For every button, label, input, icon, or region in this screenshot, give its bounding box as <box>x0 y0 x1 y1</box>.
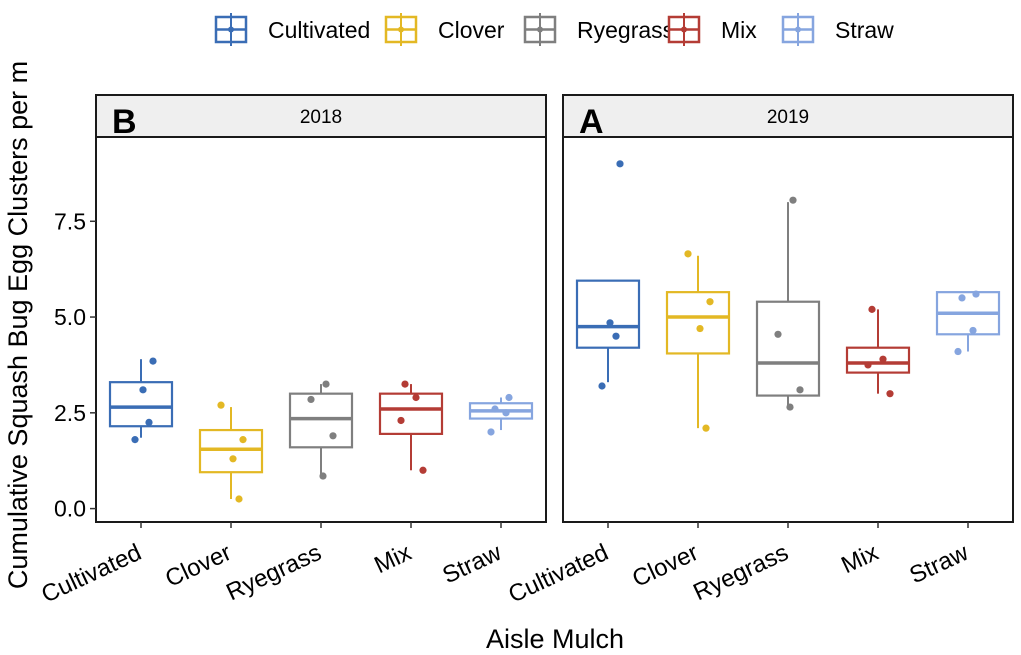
data-point <box>879 355 887 363</box>
data-point <box>131 436 139 444</box>
panel-year-label: 2019 <box>767 107 809 128</box>
data-point <box>412 393 420 402</box>
data-point <box>774 330 782 338</box>
data-point <box>789 196 797 204</box>
data-point <box>329 432 337 440</box>
panel-strip <box>562 94 1014 138</box>
data-point <box>397 416 405 425</box>
x-tick-label: Ryegrass <box>689 539 792 606</box>
legend-label: Ryegrass <box>577 17 674 43</box>
legend-item-ryegrass: Ryegrass <box>523 13 674 46</box>
data-point <box>598 382 606 390</box>
data-point <box>969 326 977 335</box>
legend-key-point <box>795 26 801 33</box>
x-tick-label: Cultivated <box>37 539 145 609</box>
box-mix <box>845 305 911 398</box>
legend-item-mix: Mix <box>667 13 757 46</box>
data-point <box>868 305 876 313</box>
legend-key-point <box>681 26 687 33</box>
data-point <box>487 428 495 436</box>
x-tick-label: Straw <box>906 539 974 590</box>
data-point <box>606 319 614 327</box>
data-point <box>702 424 710 432</box>
data-point <box>684 250 692 258</box>
data-point <box>217 401 225 409</box>
panel-year-label: 2018 <box>300 107 342 128</box>
data-point <box>401 380 409 388</box>
x-tick-label: Cultivated <box>504 539 612 609</box>
box-clover <box>198 401 264 503</box>
legend-item-cultivated: Cultivated <box>214 13 370 46</box>
legend-key-point <box>537 26 543 33</box>
data-point <box>886 390 894 398</box>
panel-letter: A <box>579 103 604 141</box>
data-point <box>239 436 247 444</box>
box-iqr <box>575 279 641 349</box>
x-tick-label: Straw <box>439 539 507 590</box>
x-axis-label: Aisle Mulch <box>486 624 624 654</box>
y-tick-label: 0.0 <box>54 496 86 522</box>
legend-label: Mix <box>721 17 757 43</box>
data-point <box>322 380 330 388</box>
box-mix <box>378 380 444 474</box>
data-point <box>319 472 327 480</box>
data-point <box>616 160 624 168</box>
data-point <box>612 332 620 340</box>
data-point <box>145 418 153 426</box>
y-tick-label: 5.0 <box>54 304 86 330</box>
legend: Cultivated Clover Ryegrass Mix Straw <box>214 13 894 46</box>
box-ryegrass <box>288 380 354 480</box>
x-tick-label: Ryegrass <box>222 539 325 606</box>
legend-item-clover: Clover <box>384 13 505 46</box>
x-tick-label: Mix <box>837 539 882 579</box>
y-axis-label: Cumulative Squash Bug Egg Clusters per m <box>3 61 33 589</box>
data-point <box>796 386 804 394</box>
data-point <box>696 324 704 333</box>
panel-strip <box>95 94 547 138</box>
x-tick-label: Mix <box>370 539 415 579</box>
data-point <box>307 395 315 404</box>
y-tick-label: 7.5 <box>54 208 86 234</box>
box-iqr <box>198 428 264 474</box>
legend-label: Clover <box>438 17 505 43</box>
y-axis: 0.0 2.5 5.0 7.5 <box>54 208 96 522</box>
box-straw <box>468 393 534 436</box>
data-point <box>786 403 794 411</box>
data-point <box>972 290 980 298</box>
data-point <box>502 409 510 417</box>
data-point <box>958 294 966 302</box>
data-point <box>505 393 513 402</box>
box-ryegrass <box>755 196 821 411</box>
box-iqr <box>755 300 821 397</box>
data-point <box>419 466 427 474</box>
y-tick-label: 2.5 <box>54 400 86 426</box>
box-iqr <box>665 291 731 355</box>
legend-label: Straw <box>835 17 894 43</box>
data-point <box>864 361 872 369</box>
box-clover <box>665 250 731 432</box>
legend-label: Cultivated <box>268 17 370 43</box>
box-cultivated <box>108 357 174 444</box>
box-cultivated <box>575 160 641 390</box>
legend-key-point <box>228 26 234 33</box>
box-iqr <box>378 392 444 435</box>
box-iqr <box>845 346 911 374</box>
data-point <box>149 357 157 365</box>
panel-letter: B <box>112 103 137 141</box>
data-point <box>235 495 243 503</box>
data-point <box>229 455 237 463</box>
legend-item-straw: Straw <box>781 13 894 46</box>
data-point <box>139 386 147 394</box>
legend-key-point <box>398 26 404 33</box>
box-straw <box>935 290 1001 356</box>
data-point <box>491 405 499 413</box>
box-iqr <box>288 392 354 449</box>
data-point <box>706 298 714 306</box>
data-point <box>954 347 962 356</box>
